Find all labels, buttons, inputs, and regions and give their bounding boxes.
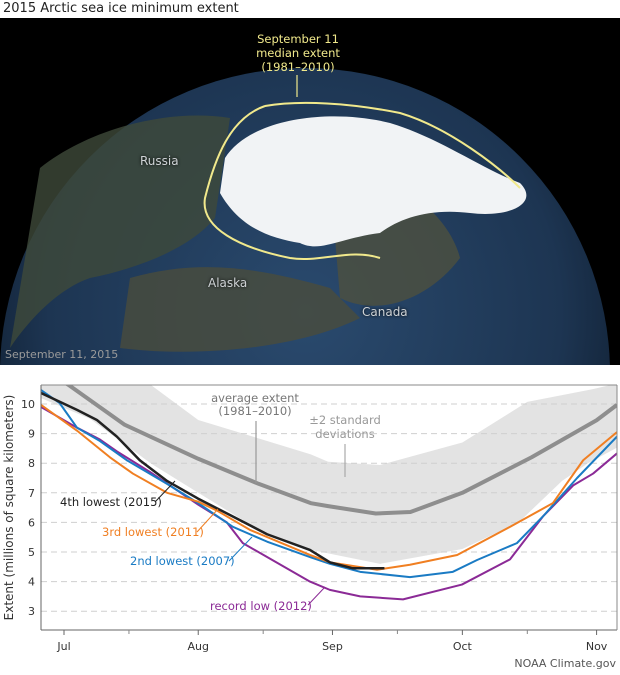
median-extent-callout: September 11 median extent (1981–2010) xyxy=(220,32,376,74)
annotation-2015: 4th lowest (2015) xyxy=(60,495,162,509)
y-tick-label: 8 xyxy=(28,457,35,470)
y-tick-label: 10 xyxy=(21,398,35,411)
annotation-leader xyxy=(154,480,176,503)
label-alaska: Alaska xyxy=(208,276,248,290)
x-tick-label: Oct xyxy=(453,640,473,653)
annotation-leader xyxy=(307,586,326,606)
series-line xyxy=(41,404,617,571)
annotation-std-dev: ±2 standard xyxy=(309,413,381,427)
annotation-average: (1981–2010) xyxy=(218,404,291,418)
y-tick-label: 7 xyxy=(28,487,35,500)
land-russia xyxy=(10,115,230,348)
annotation-average: average extent xyxy=(211,391,299,405)
series-line xyxy=(41,389,617,579)
series-line xyxy=(64,385,617,516)
x-tick-label: Aug xyxy=(187,640,208,653)
label-russia: Russia xyxy=(140,154,179,168)
y-tick-label: 6 xyxy=(28,516,35,529)
map-date: September 11, 2015 xyxy=(5,348,119,361)
x-tick-label: Sep xyxy=(322,640,343,653)
sea-ice xyxy=(220,116,527,247)
y-tick-label: 5 xyxy=(28,546,35,559)
annotation-std-dev: deviations xyxy=(315,427,374,441)
arctic-map: September 11 median extent (1981–2010) R… xyxy=(0,18,620,365)
globe-image xyxy=(0,68,610,365)
annotation-2011: 3rd lowest (2011) xyxy=(102,525,204,539)
label-canada: Canada xyxy=(362,305,408,319)
y-tick-label: 4 xyxy=(28,576,35,589)
y-tick-label: 9 xyxy=(28,428,35,441)
land-alaska xyxy=(120,267,360,352)
annotation-leader xyxy=(228,536,253,562)
x-tick-label: Nov xyxy=(586,640,608,653)
figure-title: 2015 Arctic sea ice minimum extent xyxy=(3,1,239,16)
y-axis-label: Extent (millions of square kilometers) xyxy=(2,395,16,621)
callout-line: (1981–2010) xyxy=(261,60,335,74)
annotation-2007: 2nd lowest (2007) xyxy=(130,554,235,568)
std-dev-band xyxy=(41,385,617,564)
annotation-leader xyxy=(196,508,219,533)
extent-chart: 3 4 5 6 7 8 9 10 Jul Aug Sep Oct Nov Extent (millions… xyxy=(2,384,618,653)
median-extent-line xyxy=(203,101,521,260)
callout-line: median extent xyxy=(256,46,340,60)
series-line xyxy=(41,391,385,570)
callout-line: September 11 xyxy=(257,32,339,46)
y-tick-label: 3 xyxy=(28,605,35,618)
credit: NOAA Climate.gov xyxy=(514,657,616,670)
x-tick-label: Jul xyxy=(56,640,70,653)
annotation-2012: record low (2012) xyxy=(210,599,312,613)
